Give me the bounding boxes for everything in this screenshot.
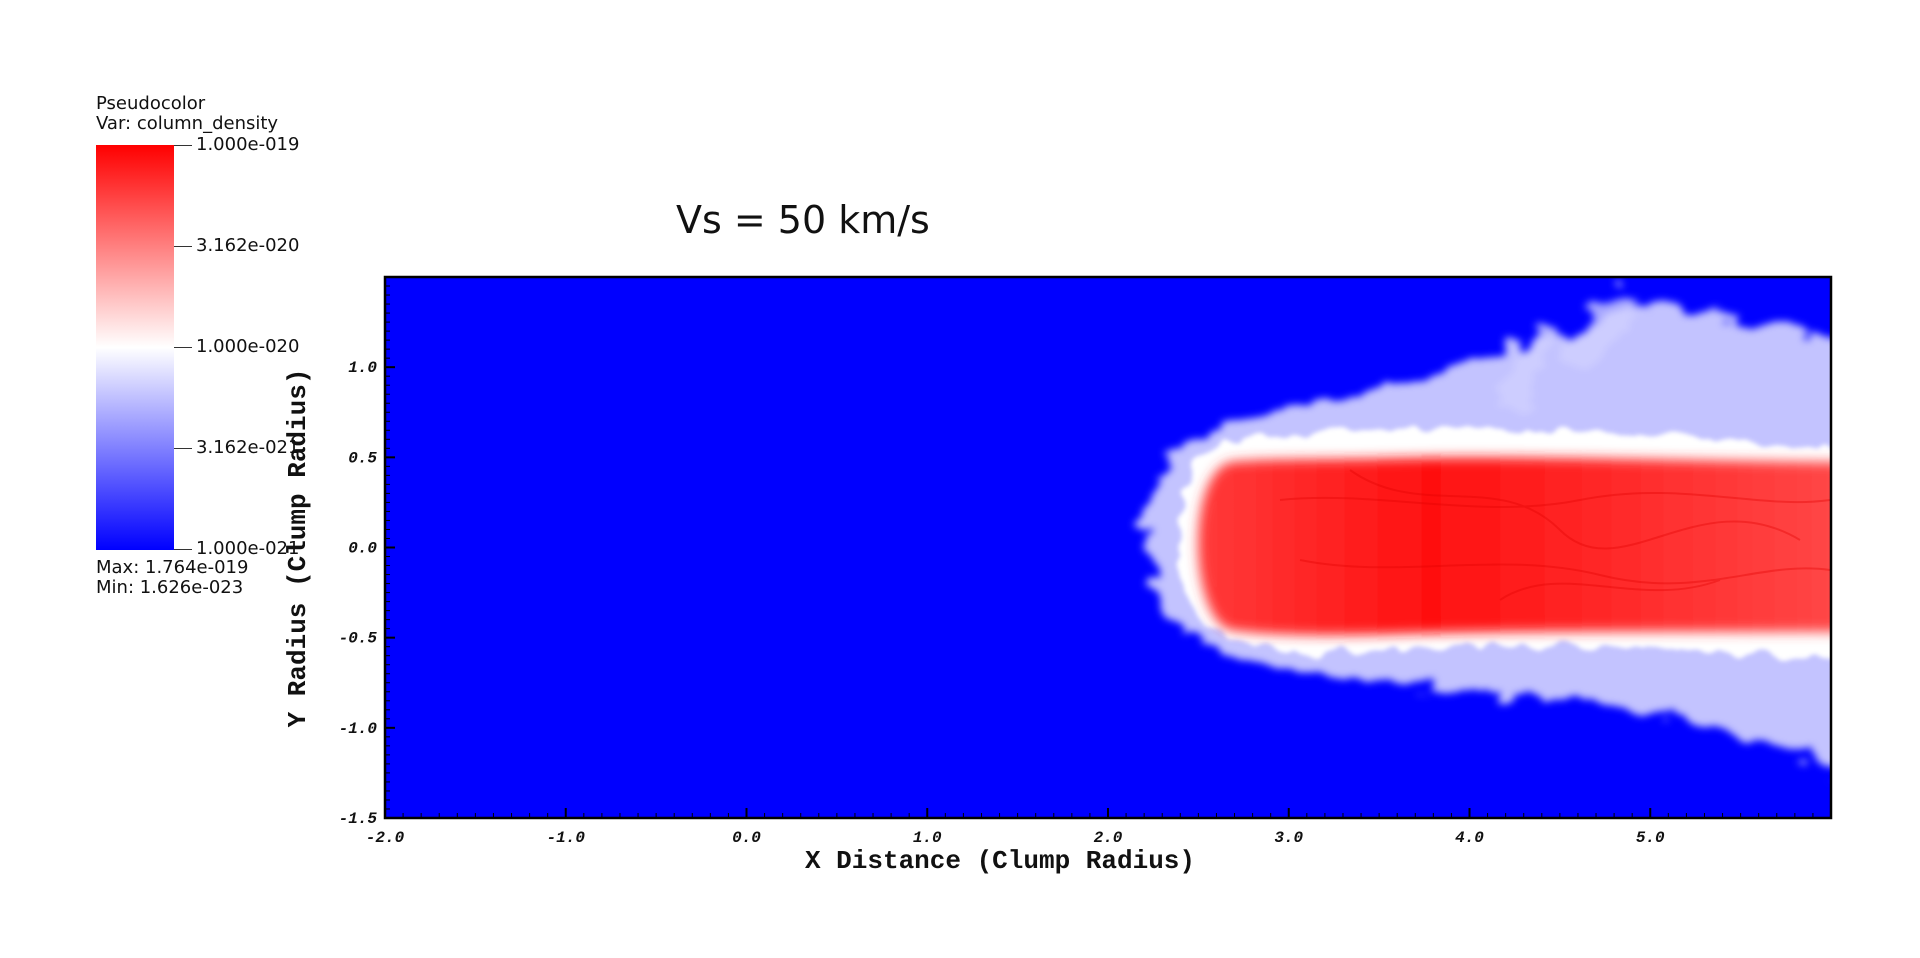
colorbar-label: 3.162e-020 (196, 235, 300, 256)
dense-core (1198, 457, 1831, 636)
x-tick-label: -1.0 (547, 829, 586, 847)
colorbar-label: 1.000e-021 (196, 538, 300, 559)
colorbar (96, 145, 174, 550)
colorbar-tick (174, 549, 192, 550)
plot-title: Vs = 50 km/s (676, 198, 930, 242)
legend-min: Min: 1.626e-023 (96, 577, 244, 598)
legend-plot-type: Pseudocolor (96, 93, 206, 114)
density-field (385, 277, 1831, 818)
x-tick-label: 2.0 (1094, 829, 1123, 847)
x-tick-label: 3.0 (1274, 829, 1303, 847)
x-tick-label: -2.0 (366, 829, 405, 847)
x-tick-label: 5.0 (1636, 829, 1665, 847)
legend-stats: Max: 1.764e-019 Min: 1.626e-023 (96, 558, 248, 598)
legend-title: Pseudocolor Var: column_density (96, 94, 278, 134)
y-axis: 1.0 0.5 0.0 -0.5 -1.0 -1.5 (339, 276, 395, 828)
colorbar-tick (174, 347, 192, 348)
x-axis: -2.0 -1.0 0.0 1.0 2.0 3.0 4.0 5.0 (366, 808, 1832, 847)
y-tick-label: 0.0 (348, 540, 377, 558)
colorbar-label: 1.000e-020 (196, 336, 300, 357)
y-tick-label: -1.0 (339, 720, 378, 738)
colorbar-tick (174, 246, 192, 247)
x-tick-label: 1.0 (913, 829, 942, 847)
x-tick-label: 0.0 (732, 829, 761, 847)
x-axis-title: X Distance (Clump Radius) (805, 846, 1195, 876)
legend-var-label: Var: column_density (96, 113, 279, 134)
legend-max: Max: 1.764e-019 (96, 557, 249, 578)
core-filaments (1279, 469, 1831, 601)
colorbar-label: 1.000e-019 (196, 134, 300, 155)
colorbar-label: 3.162e-021 (196, 437, 300, 458)
y-tick-label: -0.5 (339, 630, 378, 648)
x-tick-label: 4.0 (1455, 829, 1484, 847)
colorbar-tick (174, 448, 192, 449)
y-tick-label: 0.5 (348, 449, 377, 467)
y-tick-label: -1.5 (339, 810, 378, 828)
y-tick-label: 1.0 (348, 359, 377, 377)
y-axis-title: Y Radius (Clump Radius) (283, 369, 313, 728)
colorbar-tick (174, 145, 192, 146)
